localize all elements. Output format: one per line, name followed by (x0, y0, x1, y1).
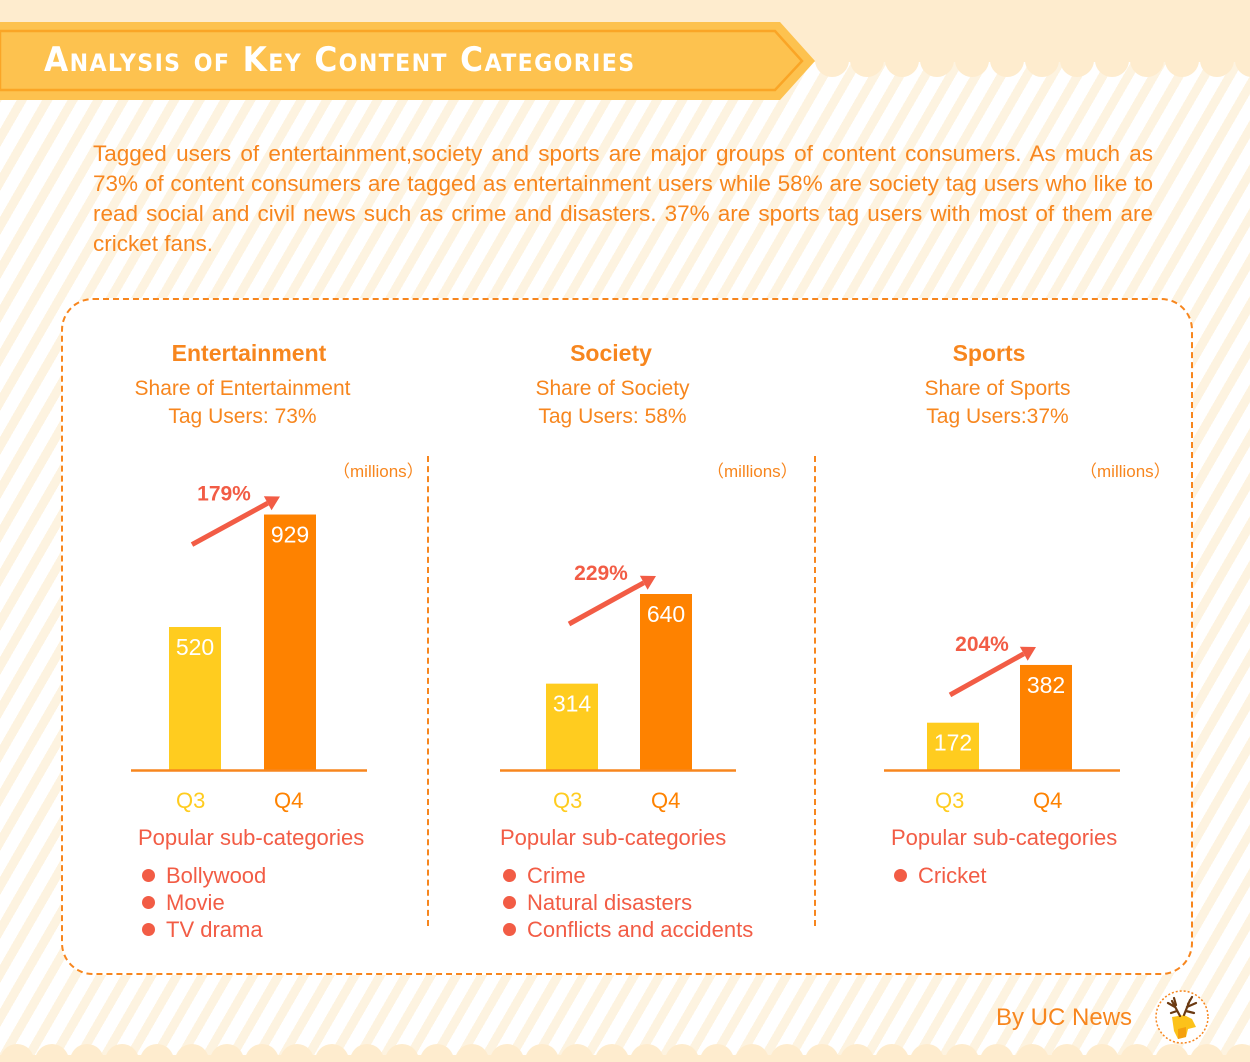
bullet-icon (503, 923, 516, 936)
bullet-icon (142, 923, 155, 936)
bar-value-label: 520 (176, 634, 214, 660)
bullet-icon (503, 869, 516, 882)
growth-arrow (190, 501, 269, 547)
scallop (1130, 60, 1164, 77)
bar-q4 (264, 514, 316, 770)
chart-society: 314 640 229% (500, 562, 736, 772)
bullet-icon (503, 896, 516, 909)
growth-label: 229% (574, 562, 628, 585)
scallop (885, 60, 919, 77)
subcategory-label: TV drama (166, 917, 263, 942)
subcategory-label: Bollywood (166, 863, 267, 888)
popular-subcategories-title: Popular sub-categories (138, 825, 365, 850)
subcategory-list: Cricket (892, 862, 986, 889)
credit-text: By UC News (996, 1004, 1133, 1031)
subcategory-label: Cricket (918, 863, 987, 888)
units-label: （millions） (333, 462, 424, 481)
bullet-icon (142, 896, 155, 909)
bar-q4 (1020, 664, 1072, 770)
units-label: （millions） (707, 462, 798, 481)
footer-background (0, 1055, 1250, 1062)
growth-arrow-head-icon (639, 575, 656, 590)
subcategory-item: Bollywood (140, 862, 266, 889)
popular-subcategories-title: Popular sub-categories (891, 825, 1118, 850)
bar-value-label: 172 (934, 730, 972, 756)
x-tick-label-q4: Q4 (1033, 788, 1063, 813)
popular-subcategories-title: Popular sub-categories (500, 825, 727, 850)
subcategory-list: Crime Natural disasters Conflicts and acci… (501, 862, 753, 943)
chart-entertainment: 520 929 179% (131, 483, 367, 772)
subcategory-item: Cricket (892, 862, 986, 889)
units-label: （millions） (1080, 462, 1171, 481)
subcategory-label: Conflicts and accidents (527, 917, 754, 942)
bar-value-label: 314 (553, 691, 592, 717)
subcategory-label: Natural disasters (527, 890, 693, 915)
column-divider (814, 456, 816, 926)
scallop (955, 60, 989, 77)
share-line: Share of Sports Tag Users:37% (855, 375, 1140, 431)
scallop (1025, 60, 1059, 77)
chart-sports: 172 382 204% (884, 633, 1120, 772)
category-title: Society (570, 340, 652, 366)
intro-paragraph: Tagged users of entertainment,society an… (93, 141, 1153, 256)
scallop (850, 60, 884, 77)
subcategory-list: Bollywood Movie TV drama (140, 862, 266, 943)
bar-value-label: 929 (271, 522, 309, 548)
subcategory-label: Crime (527, 863, 586, 888)
scallop (1200, 60, 1234, 77)
bullet-icon (142, 869, 155, 882)
subcategory-item: TV drama (140, 916, 266, 943)
scallop (815, 60, 849, 77)
scallop (920, 60, 954, 77)
category-title: Entertainment (171, 340, 327, 366)
growth-label: 179% (197, 483, 251, 506)
bar-q3 (927, 722, 979, 770)
x-tick-label-q4: Q4 (274, 788, 304, 813)
title-banner (0, 22, 815, 100)
column-divider (427, 456, 429, 926)
share-value: Tag Users: 73% (168, 405, 317, 428)
share-line: Share of Entertainment Tag Users: 73% (100, 375, 385, 431)
bar-value-label: 640 (647, 601, 685, 627)
growth-arrow (948, 651, 1025, 698)
bar-q4 (640, 594, 692, 770)
scallop (1165, 60, 1199, 77)
x-tick-label-q3: Q3 (176, 788, 206, 813)
share-label: Share of Society (535, 377, 690, 400)
bar-value-label: 382 (1027, 672, 1065, 698)
deer-head-logo-icon (1155, 990, 1209, 1044)
share-line: Share of Society Tag Users: 58% (470, 375, 755, 431)
subcategory-label: Movie (166, 890, 225, 915)
subcategory-item: Natural disasters (501, 889, 753, 916)
scallop (1060, 60, 1094, 77)
share-label: Share of Sports (924, 377, 1071, 400)
page-title: Analysis of Key Content Categories (44, 40, 636, 80)
charts-panel (61, 298, 1193, 975)
x-tick-label-q4: Q4 (651, 788, 681, 813)
subcategory-item: Conflicts and accidents (501, 916, 753, 943)
bar-q3 (546, 683, 598, 770)
growth-label: 204% (955, 633, 1009, 656)
scallop (990, 60, 1024, 77)
category-title: Sports (952, 340, 1026, 366)
x-tick-label-q3: Q3 (935, 788, 965, 813)
share-value: Tag Users: 58% (538, 405, 687, 428)
growth-arrow (567, 580, 645, 627)
scallop (1095, 60, 1129, 77)
subcategory-item: Movie (140, 889, 266, 916)
share-label: Share of Entertainment (134, 377, 351, 400)
x-tick-label-q3: Q3 (553, 788, 583, 813)
growth-arrow-head-icon (263, 496, 280, 511)
share-value: Tag Users:37% (926, 405, 1069, 428)
subcategory-item: Crime (501, 862, 753, 889)
bar-q3 (169, 627, 221, 770)
bullet-icon (894, 869, 907, 882)
growth-arrow-head-icon (1019, 646, 1036, 661)
scallop-border-top (0, 60, 1250, 82)
